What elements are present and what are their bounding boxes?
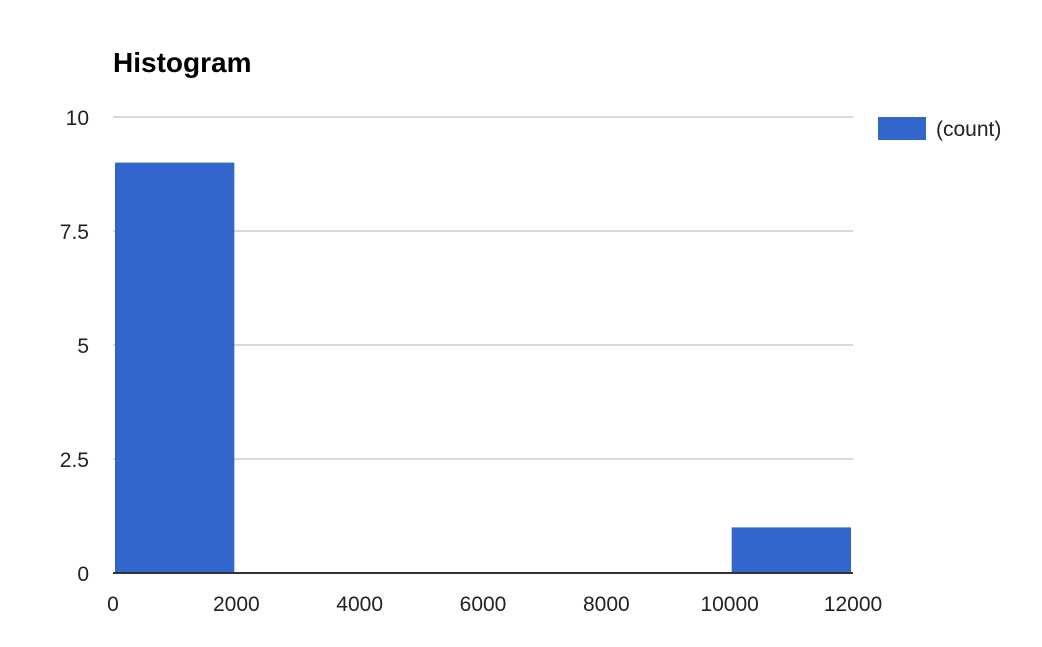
histogram-bar[interactable] bbox=[115, 162, 235, 573]
y-tick-label: 2.5 bbox=[60, 449, 89, 472]
y-tick-label: 10 bbox=[66, 107, 89, 130]
legend-swatch bbox=[878, 117, 926, 140]
bars bbox=[115, 162, 851, 573]
x-tick-label: 12000 bbox=[824, 593, 882, 616]
x-tick-label: 6000 bbox=[460, 593, 507, 616]
x-tick-label: 2000 bbox=[213, 593, 260, 616]
legend[interactable]: (count) bbox=[878, 117, 1001, 141]
x-tick-label: 8000 bbox=[583, 593, 630, 616]
y-tick-label: 5 bbox=[77, 335, 89, 358]
histogram-bar[interactable] bbox=[731, 527, 851, 573]
legend-label: (count) bbox=[936, 118, 1001, 141]
x-tick-label: 0 bbox=[107, 593, 119, 616]
x-tick-label: 10000 bbox=[700, 593, 758, 616]
axes: 0 2.5 5 7.5 10 0 2000 4000 6000 8000 10000 12000 bbox=[60, 107, 882, 616]
y-tick-label: 0 bbox=[77, 563, 89, 586]
chart-title: Histogram bbox=[113, 47, 251, 78]
x-tick-label: 4000 bbox=[336, 593, 383, 616]
y-tick-label: 7.5 bbox=[60, 221, 89, 244]
gridlines bbox=[113, 116, 853, 460]
legend-item[interactable]: (count) bbox=[878, 117, 1001, 141]
